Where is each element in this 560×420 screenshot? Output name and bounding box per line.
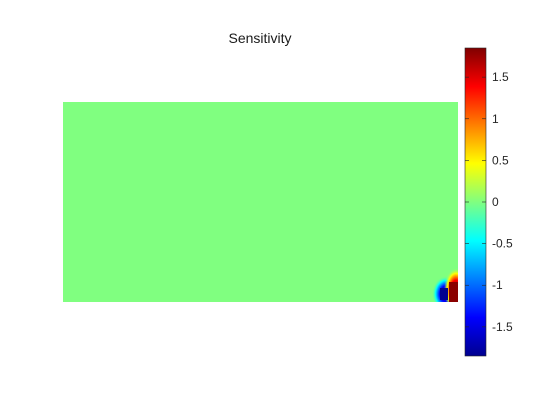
heatmap-plot-area [63, 102, 458, 302]
hotspot-max-cell [449, 282, 458, 302]
colorbar-tick-label: 0.5 [492, 153, 509, 167]
colorbar-ticks: 1.5 1 0.5 0 -0.5 -1 -1.5 [465, 70, 513, 334]
colorbar-tick-label: -1.5 [492, 320, 513, 334]
corner-hotspot [432, 268, 458, 302]
chart-title: Sensitivity [228, 30, 291, 46]
colorbar: 1.5 1 0.5 0 -0.5 -1 -1.5 [464, 47, 513, 357]
heatmap-field [63, 102, 458, 302]
colorbar-tick-label: -0.5 [492, 237, 513, 251]
colorbar-tick-label: -1 [492, 278, 503, 292]
hotspot-min-cell [440, 288, 448, 300]
colorbar-tick-label: 0 [492, 195, 499, 209]
colorbar-tick-label: 1.5 [492, 70, 509, 84]
colorbar-tick-label: 1 [492, 112, 499, 126]
